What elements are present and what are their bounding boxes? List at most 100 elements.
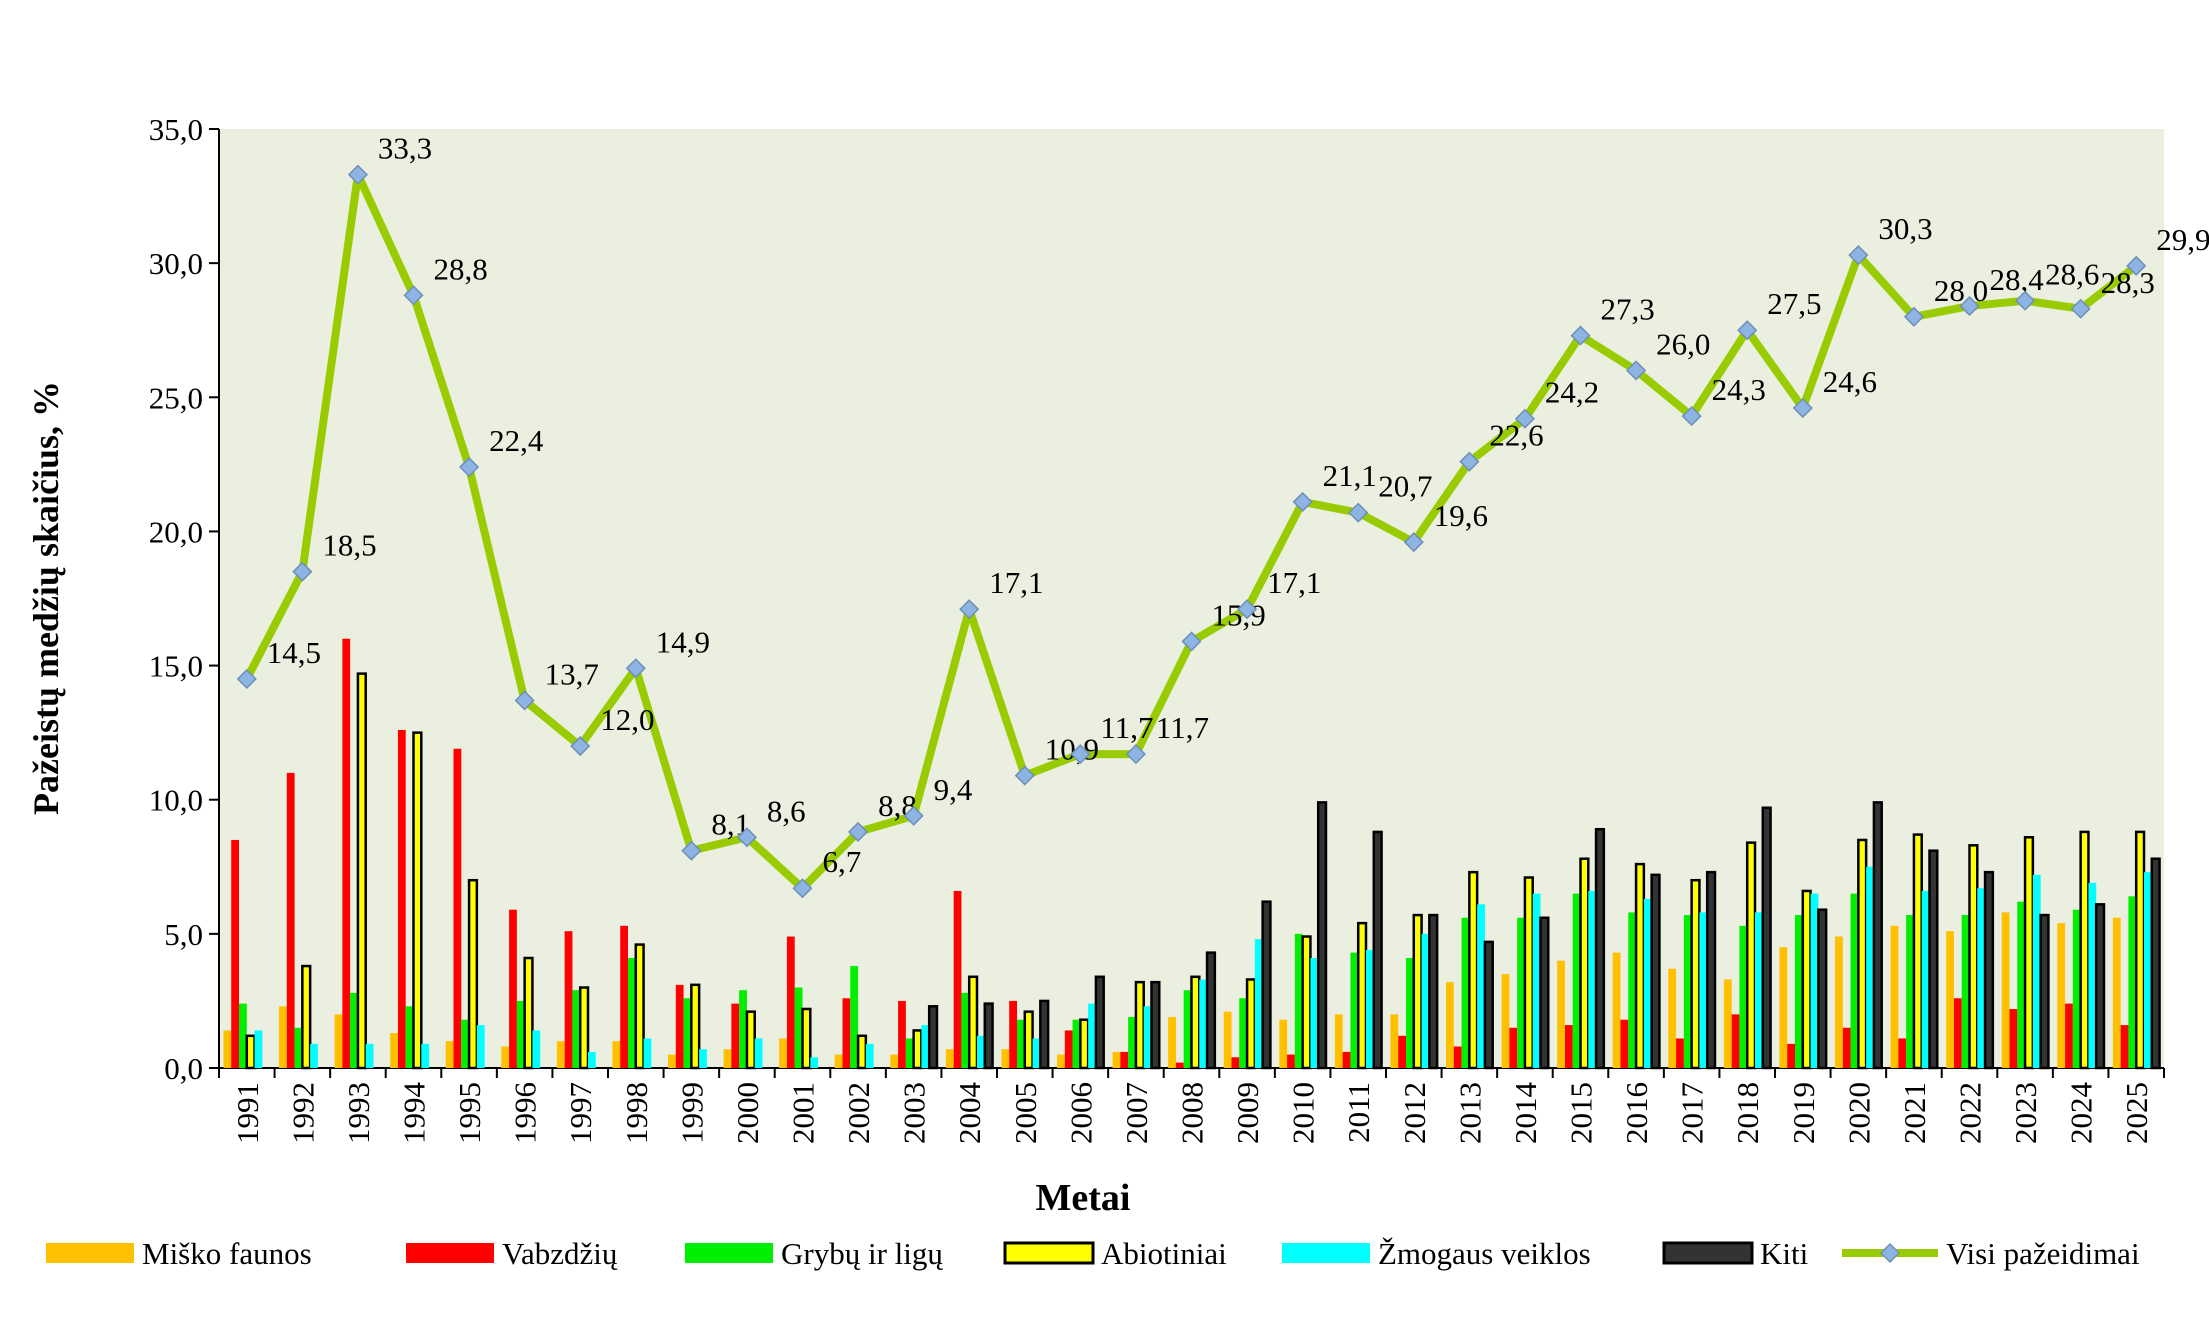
bar bbox=[405, 1006, 414, 1068]
bar bbox=[390, 1033, 398, 1068]
bar bbox=[856, 1034, 868, 1070]
bar bbox=[1668, 968, 1677, 1068]
line-marker bbox=[1792, 397, 1813, 419]
bar bbox=[2120, 1025, 2129, 1068]
line-marker bbox=[959, 599, 980, 620]
bar bbox=[1261, 900, 1272, 1070]
bar bbox=[1739, 925, 1748, 1068]
data-label: 15,9 bbox=[1212, 597, 1266, 632]
x-tick-label: 1996 bbox=[508, 1082, 543, 1144]
bar bbox=[1835, 936, 1843, 1068]
bar bbox=[1866, 866, 1874, 1068]
bar bbox=[1128, 1017, 1136, 1068]
bar bbox=[643, 1038, 652, 1068]
line-marker bbox=[1125, 744, 1146, 765]
line-marker bbox=[514, 690, 535, 711]
bar bbox=[690, 983, 701, 1070]
bar bbox=[723, 1049, 732, 1068]
x-tick-label: 2008 bbox=[1175, 1082, 1210, 1144]
bar bbox=[1461, 917, 1470, 1068]
bar bbox=[1175, 1062, 1184, 1068]
bar bbox=[1150, 980, 1161, 1070]
bar bbox=[2065, 1003, 2073, 1068]
line-marker bbox=[1848, 245, 1869, 266]
legend-label: Visi pažeidimai bbox=[1946, 1236, 2140, 1271]
x-tick-label: 2011 bbox=[1341, 1082, 1376, 1143]
line-marker bbox=[1237, 599, 1258, 620]
bar bbox=[1365, 949, 1374, 1068]
legend-label: Vabzdžių bbox=[502, 1236, 618, 1271]
line-marker bbox=[1292, 491, 1313, 512]
bar bbox=[1023, 1010, 1034, 1070]
bar bbox=[1872, 801, 1883, 1070]
legend-label: Žmogaus veiklos bbox=[1378, 1236, 1591, 1271]
bar bbox=[350, 992, 358, 1068]
bar bbox=[739, 990, 747, 1068]
bar bbox=[1398, 1035, 1407, 1068]
bar bbox=[1316, 801, 1328, 1070]
data-label: 19,6 bbox=[1434, 498, 1488, 533]
bar bbox=[890, 1054, 899, 1068]
bar bbox=[731, 1003, 740, 1068]
data-label: 30,3 bbox=[1878, 211, 1932, 246]
bar bbox=[779, 1038, 787, 1068]
bar bbox=[2079, 830, 2090, 1070]
bar bbox=[523, 956, 534, 1070]
y-tick-label: 20,0 bbox=[149, 514, 203, 549]
bar bbox=[1057, 1054, 1065, 1068]
bar bbox=[1039, 999, 1050, 1070]
bar bbox=[1650, 873, 1661, 1070]
bar bbox=[509, 909, 517, 1068]
x-tick-label: 1994 bbox=[397, 1082, 432, 1145]
line-marker bbox=[1959, 296, 1980, 317]
line-marker bbox=[625, 658, 646, 679]
x-tick-label: 1997 bbox=[563, 1082, 598, 1144]
bar bbox=[1453, 1046, 1462, 1068]
bar bbox=[927, 1005, 939, 1070]
bar bbox=[532, 1030, 541, 1068]
data-label: 11,7 bbox=[1100, 710, 1153, 745]
bar bbox=[516, 1000, 525, 1068]
bar bbox=[556, 1041, 565, 1068]
x-tick-label: 2014 bbox=[1508, 1082, 1543, 1145]
bar bbox=[1199, 979, 1208, 1068]
bar bbox=[397, 729, 406, 1068]
bar bbox=[578, 986, 590, 1070]
bar bbox=[1532, 893, 1541, 1068]
bar bbox=[1745, 841, 1757, 1070]
line-marker bbox=[1070, 744, 1091, 765]
bar bbox=[501, 1046, 510, 1068]
line-marker bbox=[1626, 360, 1647, 381]
bar bbox=[865, 1043, 874, 1068]
x-tick-label: 2000 bbox=[730, 1082, 765, 1144]
data-label: 29,9 bbox=[2156, 222, 2209, 257]
bar bbox=[1406, 958, 1414, 1068]
bar bbox=[953, 890, 962, 1068]
line-marker bbox=[1903, 306, 1924, 327]
bar bbox=[356, 672, 367, 1070]
bar bbox=[683, 998, 692, 1068]
bar bbox=[1254, 939, 1263, 1068]
bar bbox=[1557, 960, 1565, 1068]
x-tick-label: 1991 bbox=[230, 1082, 265, 1144]
bar bbox=[2057, 923, 2066, 1068]
x-tick-label: 2018 bbox=[1730, 1082, 1765, 1144]
line-marker bbox=[1570, 325, 1591, 346]
line-marker bbox=[2015, 290, 2036, 311]
bar bbox=[1088, 1003, 1096, 1068]
x-tick-label: 2025 bbox=[2119, 1082, 2154, 1144]
bar bbox=[786, 936, 795, 1068]
bar bbox=[1421, 933, 1430, 1068]
plot-area bbox=[219, 129, 2164, 1068]
data-label: 9,4 bbox=[934, 772, 973, 807]
bar bbox=[1977, 888, 1986, 1068]
bar bbox=[1356, 921, 1368, 1070]
legend-swatch bbox=[1662, 1241, 1754, 1265]
bar bbox=[912, 1029, 923, 1070]
bar bbox=[1588, 890, 1597, 1068]
bar bbox=[1287, 1054, 1295, 1068]
bar bbox=[1017, 1019, 1025, 1068]
bar bbox=[905, 1038, 914, 1068]
bar bbox=[1906, 915, 1914, 1068]
